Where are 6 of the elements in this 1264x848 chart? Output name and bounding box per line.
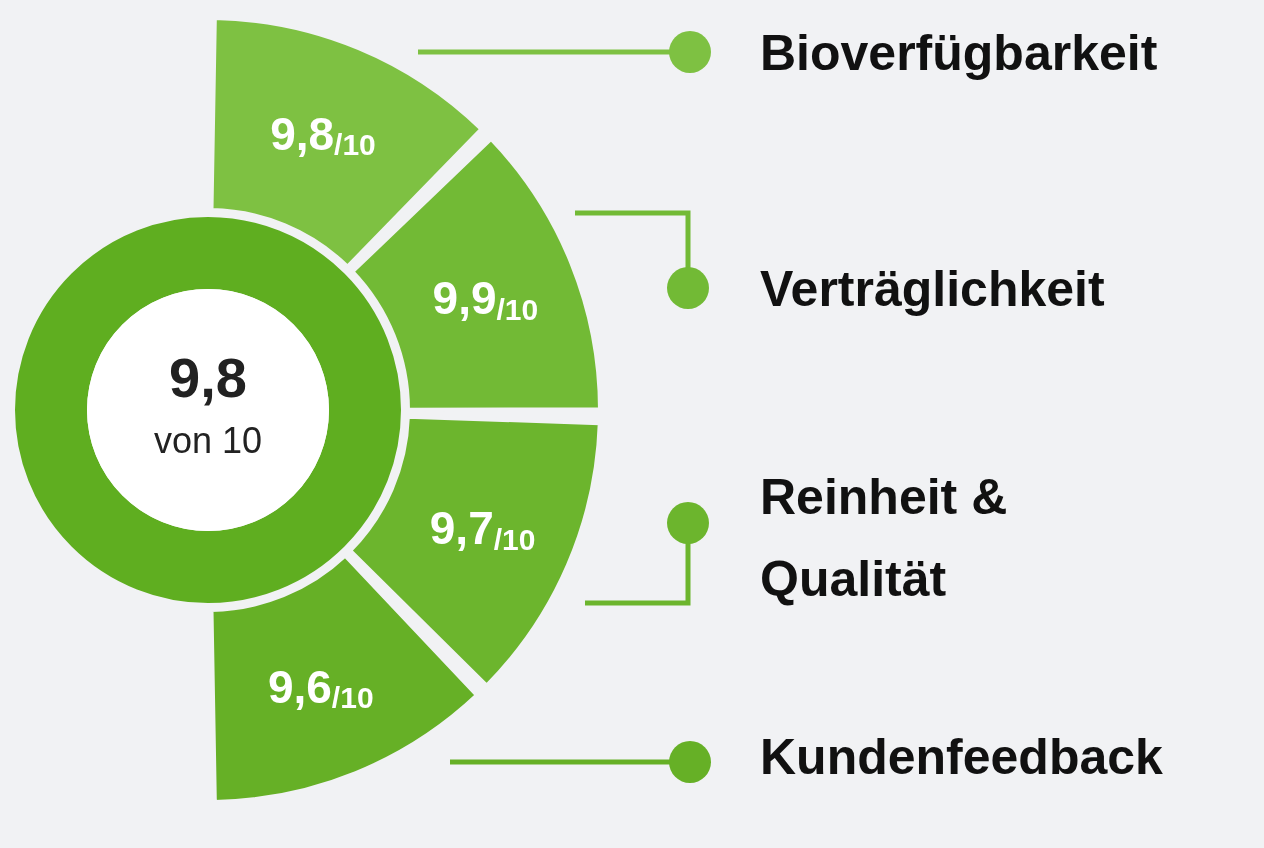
legend-label: Reinheit & Qualität xyxy=(760,468,1009,609)
text: von 10 xyxy=(152,420,264,462)
legend-label: Bioverfügbarkeit xyxy=(760,24,1158,83)
text: 9,8 xyxy=(168,345,248,410)
legend-label: Kundenfeedback xyxy=(760,728,1163,787)
legend-label: Verträglichkeit xyxy=(760,260,1105,319)
